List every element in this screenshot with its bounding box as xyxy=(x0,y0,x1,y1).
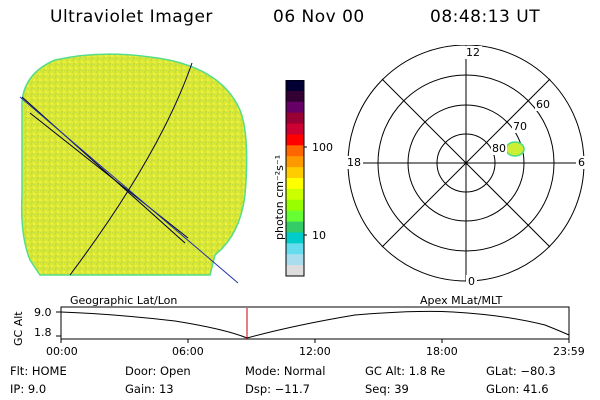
mlt-label-0: 0 xyxy=(466,275,477,288)
polar-plot xyxy=(347,45,585,282)
timeline-xtick-0600: 06:00 xyxy=(172,345,204,358)
colorbar-swatch xyxy=(286,188,304,201)
mlt-label-12: 12 xyxy=(464,46,482,59)
track-line-2 xyxy=(29,112,189,239)
timeline-xtick-2359: 23:59 xyxy=(553,345,585,358)
colorbar-swatch xyxy=(286,232,304,244)
colorbar-swatch xyxy=(286,101,304,114)
info-mode: Mode: Normal xyxy=(245,364,326,378)
colorbar-swatch xyxy=(286,265,304,277)
auroral-patch xyxy=(505,141,525,157)
info-flt: Flt: HOME xyxy=(10,364,67,378)
latlon-curve xyxy=(69,62,193,276)
colorbar xyxy=(285,80,307,277)
timeline-yaxis-label: GC Alt xyxy=(12,311,25,346)
timeline-ytick-high: 9.0 xyxy=(34,306,52,319)
info-door: Door: Open xyxy=(125,364,191,378)
earth-disk xyxy=(20,53,248,276)
info-dsp: Dsp: −11.7 xyxy=(245,382,310,396)
date-label: 06 Nov 00 xyxy=(273,7,365,27)
colorbar-swatch xyxy=(286,123,304,135)
colorbar-swatch xyxy=(286,167,304,179)
info-gcalt: GC Alt: 1.8 Re xyxy=(365,364,446,378)
colorbar-swatch xyxy=(286,112,304,125)
altitude-timeline xyxy=(56,306,570,343)
info-ip: IP: 9.0 xyxy=(10,382,47,396)
colorbar-swatch xyxy=(286,254,304,266)
info-seq: Seq: 39 xyxy=(365,382,409,396)
info-glon: GLon: 41.6 xyxy=(486,382,549,396)
colorbar-swatch xyxy=(286,221,304,233)
colorbar-swatch xyxy=(286,243,304,255)
info-glat: GLat: −80.3 xyxy=(486,364,556,378)
colorbar-swatch xyxy=(286,80,304,92)
time-label: 08:48:13 UT xyxy=(430,7,541,27)
colorbar-swatch xyxy=(286,199,304,212)
colorbar-swatch xyxy=(286,134,304,146)
colorbar-swatch xyxy=(286,156,304,168)
timeline-ytick-low: 1.8 xyxy=(34,326,52,339)
lat-label-70: 70 xyxy=(512,120,528,133)
instrument-title: Ultraviolet Imager xyxy=(50,7,213,27)
colorbar-swatch xyxy=(286,90,304,103)
timeline-xtick-1800: 18:00 xyxy=(426,345,458,358)
timeline-right-label: Apex MLat/MLT xyxy=(420,294,503,307)
colorbar-swatch xyxy=(286,145,304,157)
colorbar-tick-100: 100 xyxy=(312,141,333,154)
timeline-xtick-1200: 12:00 xyxy=(299,345,331,358)
timeline-xtick-0000: 00:00 xyxy=(46,345,78,358)
timeline-left-label: Geographic Lat/Lon xyxy=(70,294,178,307)
colorbar-swatch xyxy=(286,178,304,190)
colorbar-tick-10: 10 xyxy=(312,229,326,242)
altitude-curve xyxy=(60,310,570,339)
uv-image-panel xyxy=(19,53,248,284)
lat-label-80: 80 xyxy=(491,142,507,155)
lat-label-60: 60 xyxy=(535,98,551,111)
colorbar-unit-label: photon cm⁻²s⁻¹ xyxy=(273,154,286,240)
colorbar-swatch xyxy=(286,210,304,223)
mlt-label-6: 6 xyxy=(576,156,587,169)
mlt-label-18: 18 xyxy=(345,156,363,169)
info-gain: Gain: 13 xyxy=(125,382,174,396)
